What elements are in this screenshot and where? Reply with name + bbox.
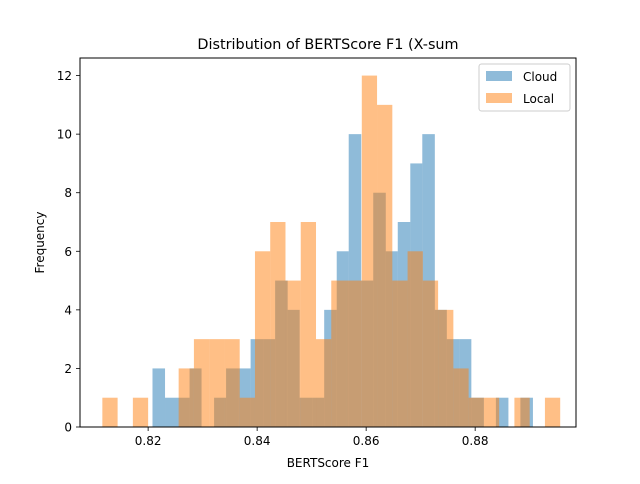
y-axis: 0 2 4 6 8 10 12 bbox=[57, 69, 80, 435]
bar-local-17 bbox=[407, 251, 423, 427]
y-tick-label: 2 bbox=[64, 362, 72, 376]
bar-local-1 bbox=[132, 397, 149, 427]
legend-swatch-local bbox=[486, 93, 512, 103]
bar-local-24 bbox=[544, 397, 561, 427]
bar-local-14 bbox=[361, 75, 378, 428]
bar-local-12 bbox=[331, 280, 347, 427]
bar-local-16 bbox=[392, 280, 408, 427]
legend: Cloud Local bbox=[478, 63, 571, 112]
bar-local-22 bbox=[483, 397, 500, 427]
bar-local-20 bbox=[453, 368, 469, 427]
plot-frame bbox=[79, 57, 577, 428]
bar-local-18 bbox=[422, 280, 439, 427]
bar-local-0 bbox=[102, 397, 118, 427]
x-axis-label: BERTScore F1 bbox=[287, 456, 370, 470]
bar-cloud-1 bbox=[165, 397, 178, 427]
y-tick-label: 12 bbox=[57, 69, 72, 83]
y-tick-label: 0 bbox=[64, 421, 72, 435]
x-tick-label: 0.84 bbox=[244, 434, 271, 448]
x-axis: 0.82 0.84 0.86 0.88 bbox=[135, 427, 489, 448]
bar-local-23 bbox=[514, 397, 530, 427]
bar-local-19 bbox=[438, 309, 454, 427]
bar-local-9 bbox=[285, 280, 301, 427]
legend-label-local: Local bbox=[523, 92, 554, 106]
legend-label-cloud: Cloud bbox=[523, 70, 557, 84]
bar-local-10 bbox=[300, 222, 317, 427]
y-tick-label: 10 bbox=[57, 128, 72, 142]
bar-local-5 bbox=[224, 339, 240, 427]
bar-local-6 bbox=[239, 397, 255, 427]
bar-local-13 bbox=[346, 280, 362, 427]
chart-title: Distribution of BERTScore F1 (X-sum bbox=[197, 37, 458, 53]
bar-local-3 bbox=[193, 339, 210, 427]
bar-local-2 bbox=[178, 368, 194, 427]
bar-local-7 bbox=[254, 251, 271, 427]
y-tick-label: 8 bbox=[64, 186, 72, 200]
x-tick-label: 0.88 bbox=[462, 434, 489, 448]
x-tick-label: 0.86 bbox=[353, 434, 380, 448]
x-tick-label: 0.82 bbox=[135, 434, 162, 448]
bar-cloud-0 bbox=[152, 368, 166, 427]
bar-local-8 bbox=[270, 222, 286, 427]
bar-local-11 bbox=[316, 339, 332, 427]
bar-local-15 bbox=[377, 104, 393, 427]
y-tick-label: 6 bbox=[64, 245, 72, 259]
legend-swatch-cloud bbox=[486, 71, 512, 81]
y-tick-label: 4 bbox=[64, 303, 72, 317]
bar-local-21 bbox=[468, 397, 484, 427]
y-axis-label: Frequency bbox=[33, 212, 47, 274]
bar-local-4 bbox=[209, 339, 225, 427]
bars-layer bbox=[102, 75, 561, 428]
